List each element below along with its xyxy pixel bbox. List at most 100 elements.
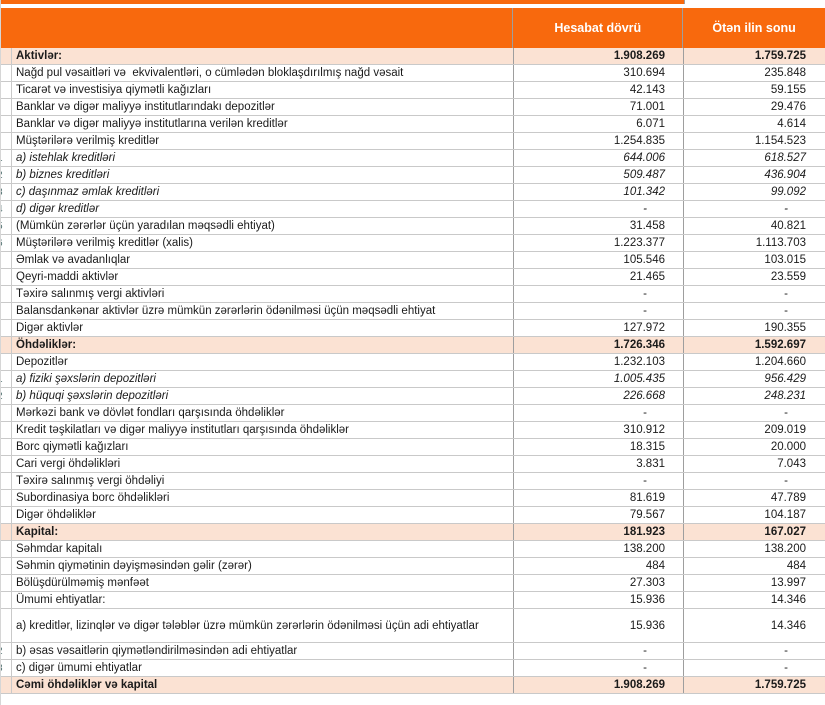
table-row: 4d) digər kreditlər-- <box>1 201 825 218</box>
value-end-of-last-year: 235.848 <box>764 67 806 79</box>
table-body: Aktivlər: 1.908.269 1.759.725 Nağd pul vəsa… <box>1 48 825 694</box>
value-end-of-last-year: 209.019 <box>764 424 806 436</box>
row-number-gutter <box>1 354 12 370</box>
value-reporting-period: - <box>514 660 684 676</box>
table-row: Kredit təşkilatları və digər maliyyə ins… <box>1 422 825 439</box>
row-label: Təxirə salınmış vergi öhdəliyi <box>12 473 514 489</box>
row-number-gutter <box>1 303 12 319</box>
table-row: Kapital: 181.923 167.027 <box>1 524 825 541</box>
row-number-gutter <box>1 473 12 489</box>
clipped-row-number: 1 <box>1 372 3 387</box>
table-row: 3c) digər ümumi ehtiyatlar-- <box>1 660 825 677</box>
value-end-of-last-year: 484 <box>786 560 806 572</box>
value-reporting-period: 1.908.269 <box>514 677 684 693</box>
row-label: Ticarət və investisiya qiymətli kağızlar… <box>12 82 514 98</box>
table-row: Cari vergi öhdəlikləri 3.831 7.043 <box>1 456 825 473</box>
row-number-gutter <box>1 507 12 523</box>
row-label: Mərkəzi bank və dövlət fondları qarşısın… <box>12 405 514 421</box>
value-reporting-period: 31.458 <box>514 218 684 234</box>
table-row: Müştərilərə verilmiş kreditlər 1.254.835 1… <box>1 133 825 150</box>
value-reporting-period: 21.465 <box>514 269 684 285</box>
row-number-gutter: 3 <box>1 660 12 676</box>
value-reporting-period: 181.923 <box>514 524 684 540</box>
row-label: Müştərilərə verilmiş kreditlər (xalis) <box>12 235 514 251</box>
value-end-of-last-year: - <box>784 288 788 300</box>
table-row: Ticarət və investisiya qiymətli kağızlar… <box>1 82 825 99</box>
value-end-of-last-year: 47.789 <box>770 492 806 504</box>
row-number-gutter: 6 <box>1 235 12 251</box>
value-end-of-last-year: 7.043 <box>777 458 806 470</box>
value-end-of-last-year: 4.614 <box>777 118 806 130</box>
value-end-of-last-year: 59.155 <box>770 84 806 96</box>
table-row: Bölüşdürülməmiş mənfəət 27.303 13.997 <box>1 575 825 592</box>
table-row: Öhdəliklər: 1.726.346 1.592.697 <box>1 337 825 354</box>
value-end-of-last-year: - <box>784 645 788 657</box>
row-label: Səhmin qiymətinin dəyişməsindən gəlir (z… <box>12 558 514 574</box>
row-label: Subordinasiya borc öhdəlikləri <box>12 490 514 506</box>
value-reporting-period: - <box>514 303 684 319</box>
row-label: b) hüquqi şəxslərin depozitləri <box>12 388 514 404</box>
row-label: c) daşınmaz əmlak kreditləri <box>12 184 514 200</box>
value-end-of-last-year: 1.204.660 <box>754 356 806 368</box>
row-label: Cari vergi öhdəlikləri <box>12 456 514 472</box>
table-row: Balansdankənar aktivlər üzrə mümkün zərə… <box>1 303 825 320</box>
value-end-of-last-year: 13.997 <box>770 577 806 589</box>
value-reporting-period: 484 <box>514 558 684 574</box>
table-row: Ümumi ehtiyatlar: 15.936 14.346 <box>1 592 825 609</box>
row-label: Bölüşdürülməmiş mənfəət <box>12 575 514 591</box>
table-row: 6Müştərilərə verilmiş kreditlər (xalis) 1… <box>1 235 825 252</box>
value-end-of-last-year: 23.559 <box>770 271 806 283</box>
row-number-gutter <box>1 116 12 132</box>
table-row: Təxirə salınmış vergi aktivləri - - <box>1 286 825 303</box>
value-end-of-last-year: 436.904 <box>764 169 806 181</box>
cutoff-row-above <box>1 0 825 8</box>
table-row: Səhmdar kapitalı 138.200 138.200 <box>1 541 825 558</box>
value-end-of-last-year: - <box>784 203 788 215</box>
row-label: c) digər ümumi ehtiyatlar <box>12 660 514 676</box>
clipped-row-number: 4 <box>1 202 3 217</box>
table-header-row: Hesabat dövrü Ötən ilin sonu <box>1 8 825 48</box>
row-label: Nağd pul vəsaitləri və ekvivalentləri, o… <box>12 65 514 81</box>
table-row: 1 a) fiziki şəxslərin depozitləri1.005.43… <box>1 371 825 388</box>
value-reporting-period: 15.936 <box>514 609 684 642</box>
table-row: Banklar və digər maliyyə institutlarında… <box>1 99 825 116</box>
value-reporting-period: 101.342 <box>514 184 684 200</box>
header-label-cell <box>1 8 514 48</box>
clipped-row-number: 1 <box>1 151 3 166</box>
value-end-of-last-year: 1.113.703 <box>755 237 806 249</box>
row-label: a) istehlak kreditləri <box>12 150 514 166</box>
value-reporting-period: - <box>514 405 684 421</box>
row-label: Aktivlər: <box>12 48 514 64</box>
row-number-gutter: 3 <box>1 184 12 200</box>
value-reporting-period: 127.972 <box>514 320 684 336</box>
table-row: 5 (Mümkün zərərlər üçün yaradılan məqsədl… <box>1 218 825 235</box>
clipped-row-number: 2 <box>1 168 3 183</box>
table-row: a) kreditlər, lizinqlər və digər tələblə… <box>1 609 825 643</box>
value-end-of-last-year: 138.200 <box>764 543 806 555</box>
value-reporting-period: 1.005.435 <box>514 371 684 387</box>
row-label: a) fiziki şəxslərin depozitləri <box>12 371 514 387</box>
value-reporting-period: 1.908.269 <box>514 48 684 64</box>
table-row: Qeyri-maddi aktivlər 21.465 23.559 <box>1 269 825 286</box>
value-reporting-period: 1.232.103 <box>514 354 684 370</box>
row-number-gutter: 1 <box>1 371 12 387</box>
value-reporting-period: 1.726.346 <box>514 337 684 353</box>
clipped-row-number: 2 <box>1 389 3 404</box>
value-end-of-last-year: 1.154.523 <box>754 135 806 147</box>
value-end-of-last-year: 14.346 <box>770 619 806 632</box>
value-reporting-period: 81.619 <box>514 490 684 506</box>
table-row: Mərkəzi bank və dövlət fondları qarşısın… <box>1 405 825 422</box>
row-number-gutter <box>1 677 12 693</box>
row-label: Əmlak və avadanlıqlar <box>12 252 514 268</box>
value-end-of-last-year: 190.355 <box>764 322 806 334</box>
row-label: Səhmdar kapitalı <box>12 541 514 557</box>
value-end-of-last-year: 14.346 <box>770 594 806 606</box>
row-number-gutter <box>1 592 12 608</box>
value-end-of-last-year: - <box>784 475 788 487</box>
value-end-of-last-year: 20.000 <box>770 441 806 453</box>
value-end-of-last-year: 29.476 <box>770 101 806 113</box>
row-number-gutter <box>1 456 12 472</box>
value-reporting-period: 3.831 <box>514 456 684 472</box>
